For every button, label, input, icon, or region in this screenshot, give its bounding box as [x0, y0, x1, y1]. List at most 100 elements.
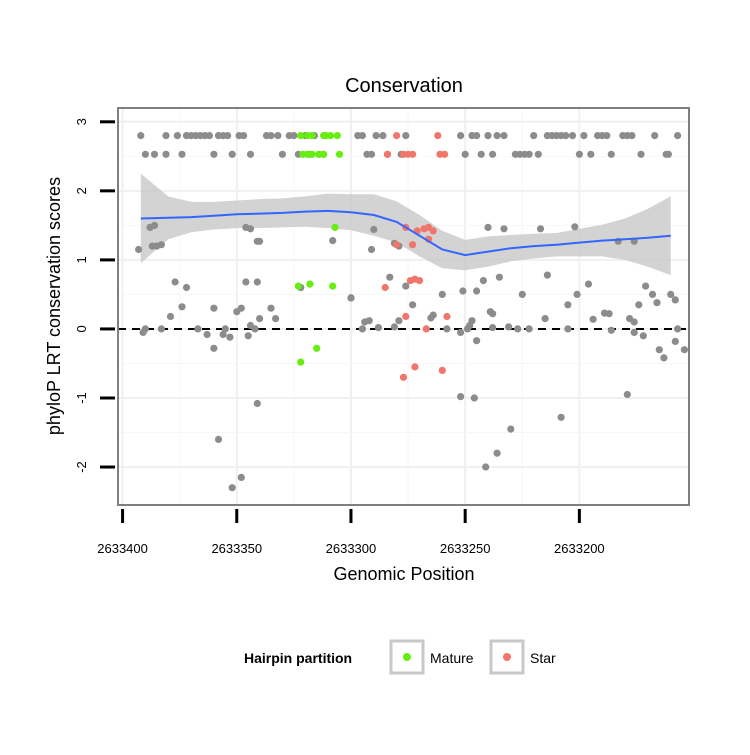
data-point-mature [297, 358, 305, 366]
data-point [267, 132, 275, 140]
data-point [674, 325, 682, 333]
data-point [623, 390, 631, 399]
data-point [671, 296, 679, 304]
legend-label-mature: Mature [430, 650, 474, 666]
data-point-star [411, 363, 419, 371]
data-point [473, 287, 481, 295]
data-point-mature [331, 223, 339, 231]
data-point [256, 237, 264, 245]
data-point [489, 150, 497, 158]
data-point [367, 150, 376, 158]
data-point [224, 132, 232, 140]
data-point [473, 337, 481, 345]
data-point [150, 150, 159, 158]
data-point [210, 304, 218, 312]
data-point-star [434, 132, 442, 140]
data-point [534, 150, 542, 158]
data-point [484, 223, 492, 231]
data-point [484, 132, 492, 140]
data-point [642, 282, 650, 290]
data-point [564, 325, 572, 333]
data-point [240, 132, 248, 140]
data-point-star [443, 312, 451, 321]
data-point [530, 132, 538, 140]
data-point [557, 413, 565, 421]
data-point [402, 132, 410, 140]
legend-item-star: Star [489, 639, 556, 675]
x-tick-label: 2633350 [211, 541, 262, 556]
data-point [605, 310, 613, 318]
data-point [473, 132, 481, 140]
data-point [409, 301, 417, 309]
data-point-mature [333, 132, 341, 140]
data-point [671, 337, 679, 345]
data-point [219, 330, 227, 339]
data-point [573, 290, 581, 298]
data-point [575, 150, 584, 158]
points-layer [135, 132, 689, 492]
data-point [457, 393, 465, 401]
data-point [370, 225, 378, 234]
data-point [680, 346, 689, 354]
legend-label-star: Star [530, 650, 556, 666]
data-point [135, 245, 143, 254]
x-axis-label: Genomic Position [333, 564, 474, 584]
data-point [182, 283, 191, 292]
data-point [358, 132, 366, 140]
data-point [589, 315, 597, 323]
data-point [210, 344, 218, 352]
data-point [607, 326, 615, 334]
data-point [395, 317, 403, 325]
data-point-mature [294, 282, 302, 290]
data-point [660, 354, 668, 362]
data-point [427, 314, 435, 322]
data-point [253, 399, 261, 408]
data-point [210, 150, 218, 158]
data-point [493, 132, 501, 140]
data-point [237, 473, 245, 481]
data-point [274, 132, 282, 140]
x-tick-label: 2633300 [326, 541, 377, 556]
data-point [664, 150, 673, 158]
data-point [390, 323, 398, 331]
data-point [505, 323, 513, 331]
data-point [246, 150, 255, 158]
data-point [584, 280, 593, 288]
data-point [150, 221, 159, 229]
data-point [367, 245, 376, 254]
data-point [463, 325, 472, 333]
data-point-star [393, 132, 401, 140]
data-point-mature [329, 282, 337, 290]
data-point-mature [313, 344, 321, 352]
data-point [443, 325, 451, 333]
data-point-star [422, 325, 430, 333]
data-point [500, 132, 508, 140]
data-point [272, 315, 280, 323]
data-point [329, 237, 337, 245]
data-point [347, 294, 355, 302]
data-point [541, 315, 549, 323]
data-point-star [429, 227, 437, 235]
x-tick-label: 2633400 [97, 541, 148, 556]
y-tick-label: 1 [74, 256, 89, 263]
data-point-star [399, 373, 408, 381]
plot-area [117, 107, 690, 506]
legend-swatch-star [503, 653, 511, 661]
data-point [514, 325, 522, 333]
data-point [507, 425, 515, 433]
data-point-star [438, 366, 446, 374]
y-tick-label: 2 [74, 187, 89, 194]
data-point-star [383, 150, 392, 158]
data-point [500, 225, 508, 233]
data-point [477, 150, 485, 158]
data-point [162, 150, 170, 158]
data-point [205, 132, 213, 140]
plot-border [117, 107, 690, 506]
data-point [479, 277, 487, 285]
data-point [386, 273, 394, 281]
data-point [564, 301, 572, 309]
legend-item-mature: Mature [389, 639, 474, 675]
data-point [278, 150, 286, 158]
data-point [562, 132, 570, 140]
